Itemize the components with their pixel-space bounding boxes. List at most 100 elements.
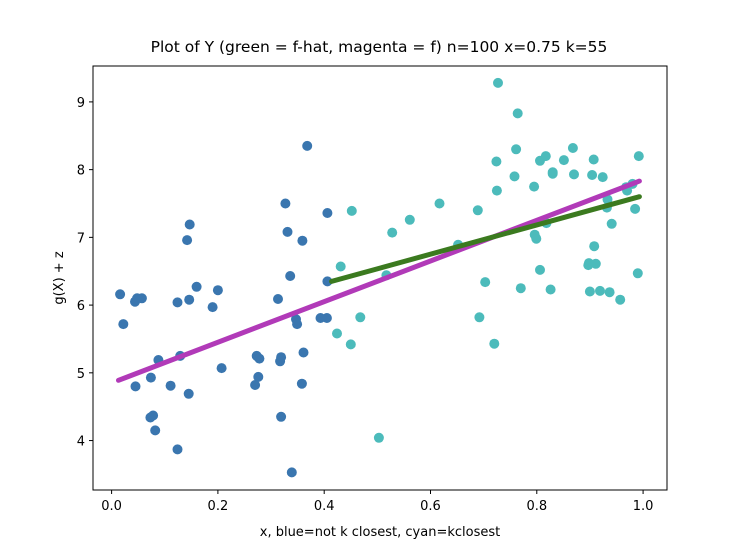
x-tick-label: 0.0: [101, 499, 122, 514]
point-not-k-closest: [216, 363, 227, 374]
x-tick-label: 0.6: [420, 499, 441, 514]
point-k-closest: [615, 294, 626, 305]
point-not-k-closest: [184, 294, 195, 305]
point-k-closest: [584, 286, 595, 297]
point-k-closest: [569, 169, 579, 180]
point-not-k-closest: [182, 235, 193, 246]
point-k-closest: [590, 258, 601, 269]
point-k-closest: [472, 205, 483, 216]
y-tick-label: 7: [77, 231, 85, 246]
x-axis: 0.0 0.2 0.4 0.6 0.8 1.0: [101, 490, 653, 514]
point-k-closest: [511, 144, 522, 155]
point-k-closest: [404, 214, 415, 225]
point-not-k-closest: [172, 297, 183, 308]
point-k-closest: [558, 155, 569, 166]
point-k-closest: [597, 172, 608, 183]
point-not-k-closest: [286, 467, 297, 478]
point-not-k-closest: [322, 276, 333, 287]
point-not-k-closest: [285, 271, 296, 281]
axes-frame: [92, 65, 668, 491]
line-f-hat: [329, 194, 642, 284]
point-k-closest: [434, 198, 445, 209]
point-not-k-closest: [172, 444, 183, 455]
point-k-closest: [493, 77, 503, 88]
y-tick-label: 5: [77, 367, 85, 382]
point-k-closest: [547, 168, 558, 179]
line-f: [116, 178, 642, 383]
point-k-closest: [332, 328, 342, 339]
point-k-closest: [630, 203, 641, 214]
y-axis-label: g(X) + z: [52, 251, 67, 304]
point-not-k-closest: [207, 302, 218, 313]
point-not-k-closest: [254, 353, 265, 364]
point-k-closest: [489, 338, 500, 349]
point-not-k-closest: [183, 388, 194, 399]
point-not-k-closest: [280, 198, 291, 209]
point-not-k-closest: [253, 371, 264, 382]
point-not-k-closest: [130, 381, 141, 392]
point-k-closest: [480, 277, 491, 288]
point-not-k-closest: [145, 372, 156, 383]
point-k-closest: [633, 151, 644, 162]
point-k-closest: [540, 151, 551, 162]
point-k-closest: [535, 264, 545, 275]
point-k-closest: [589, 241, 600, 252]
point-not-k-closest: [191, 281, 202, 292]
point-not-k-closest: [276, 411, 287, 422]
point-k-closest: [509, 171, 520, 182]
plot-area: [115, 77, 644, 478]
point-not-k-closest: [297, 235, 308, 246]
point-k-closest: [515, 283, 526, 294]
y-tick-label: 6: [77, 299, 85, 314]
x-tick-label: 1.0: [633, 499, 654, 514]
point-not-k-closest: [136, 293, 147, 304]
point-not-k-closest: [292, 319, 303, 330]
point-k-closest: [567, 143, 578, 153]
point-not-k-closest: [282, 226, 293, 237]
point-not-k-closest: [273, 294, 283, 304]
point-k-closest: [512, 108, 523, 119]
point-k-closest: [632, 268, 643, 279]
point-not-k-closest: [148, 410, 159, 421]
point-not-k-closest: [322, 208, 333, 218]
point-k-closest: [529, 181, 540, 192]
point-k-closest: [373, 432, 384, 443]
point-not-k-closest: [250, 380, 261, 390]
point-not-k-closest: [296, 378, 307, 389]
point-k-closest: [491, 156, 502, 167]
y-tick-label: 8: [77, 164, 85, 179]
point-not-k-closest: [165, 380, 176, 391]
point-k-closest: [491, 185, 502, 196]
point-not-k-closest: [212, 285, 223, 296]
y-tick-label: 9: [77, 96, 85, 111]
point-not-k-closest: [115, 289, 126, 300]
point-k-closest: [387, 227, 398, 238]
point-k-closest: [587, 170, 598, 180]
point-not-k-closest: [150, 425, 161, 436]
point-k-closest: [531, 233, 542, 244]
point-k-closest: [335, 261, 346, 272]
point-k-closest: [345, 339, 356, 350]
point-k-closest: [545, 284, 556, 295]
x-tick-label: 0.8: [526, 499, 547, 514]
chart-title: Plot of Y (green = f-hat, magenta = f) n…: [151, 38, 608, 56]
point-k-closest: [346, 205, 357, 216]
point-k-closest: [606, 218, 617, 229]
point-not-k-closest: [184, 219, 195, 230]
y-axis: 4 5 6 7 8 9: [77, 96, 93, 450]
point-k-closest: [588, 154, 599, 165]
point-not-k-closest: [321, 313, 332, 323]
point-not-k-closest: [276, 352, 287, 363]
point-not-k-closest: [302, 140, 313, 151]
point-k-closest: [355, 312, 366, 323]
x-tick-label: 0.4: [314, 499, 335, 514]
y-tick-label: 4: [77, 435, 85, 450]
x-tick-label: 0.2: [208, 499, 229, 514]
point-k-closest: [595, 285, 605, 296]
point-not-k-closest: [118, 319, 129, 330]
point-k-closest: [474, 312, 485, 323]
point-not-k-closest: [298, 347, 309, 358]
point-k-closest: [604, 287, 615, 298]
x-axis-label: x, blue=not k closest, cyan=kclosest: [260, 525, 500, 540]
